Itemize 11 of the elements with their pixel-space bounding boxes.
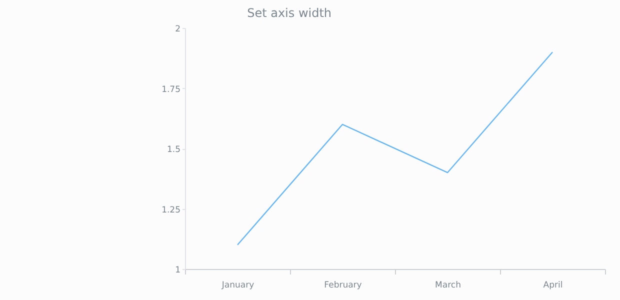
x-tick-label: February — [324, 280, 362, 290]
y-tick-label: 1.25 — [162, 205, 180, 216]
y-tick-label: 1.5 — [166, 145, 180, 155]
chart-title: Set axis width — [247, 6, 332, 20]
y-tick-label: 1 — [175, 266, 180, 276]
y-tick-label: 2 — [175, 24, 180, 34]
line-series — [236, 52, 554, 246]
x-tick-label: March — [435, 280, 461, 290]
y-tick-label: 1.75 — [162, 84, 180, 95]
x-tick-label: January — [220, 280, 254, 290]
x-tick-label: April — [543, 280, 563, 290]
